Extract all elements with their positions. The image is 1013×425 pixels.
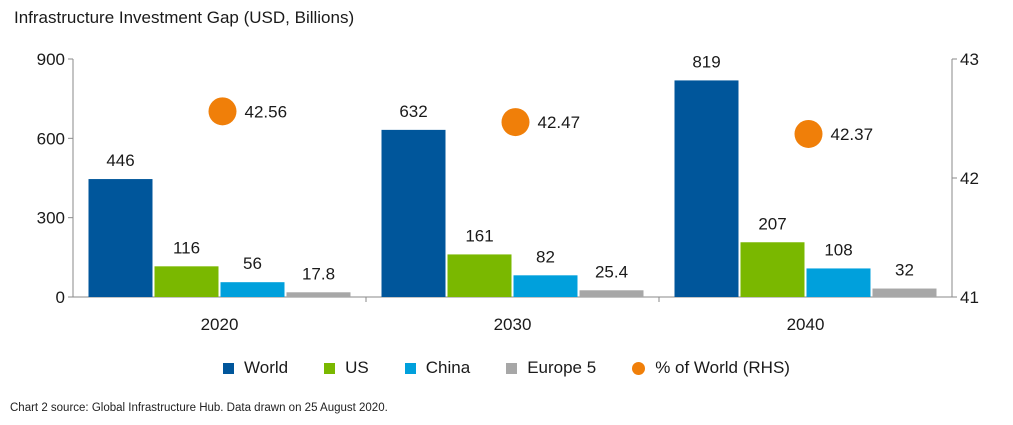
legend-label: World [244,358,289,377]
legend-square-swatch [404,362,416,374]
legend-square-swatch [223,362,235,374]
legend-item: US [324,358,369,378]
data-label: 17.8 [302,264,335,283]
bar [154,266,219,297]
data-label: 56 [243,254,262,273]
x-tick-label: 2040 [787,315,825,334]
data-label: 161 [465,226,493,245]
legend-item: China [404,358,471,378]
data-label: 82 [536,247,555,266]
data-label: 108 [824,240,852,259]
x-tick-label: 2030 [494,315,532,334]
bar [740,242,805,297]
data-label: 446 [106,151,134,170]
y-tick-label: 300 [37,209,65,228]
y-tick-label: 900 [37,50,65,69]
data-label: 632 [399,102,427,121]
bar [513,275,578,297]
data-label: 207 [758,214,786,233]
y2-tick-label: 41 [960,288,979,307]
y2-tick-label: 42 [960,169,979,188]
bar [381,129,446,297]
bar [872,288,937,297]
data-label: 819 [692,52,720,71]
chart-title: Infrastructure Investment Gap (USD, Bill… [14,8,355,27]
bar [220,282,285,297]
pct-label: 42.56 [245,102,288,121]
y-tick-label: 0 [56,288,65,307]
bar [579,290,644,297]
x-tick-label: 2020 [201,315,239,334]
bar [447,254,512,297]
pct-label: 42.47 [538,113,581,132]
y2-tick-label: 43 [960,50,979,69]
bar [806,268,871,297]
pct-marker [208,97,237,126]
data-label: 32 [895,261,914,280]
pct-marker [501,108,530,137]
legend-label: US [345,358,369,377]
legend-item: % of World (RHS) [632,358,790,378]
data-label: 116 [173,238,200,257]
legend-square-swatch [506,362,518,374]
bar [674,80,739,297]
legend-square-swatch [324,362,336,374]
legend-item: World [223,358,288,378]
legend-label: Europe 5 [527,358,597,377]
legend-label: China [425,358,471,377]
source-note: Chart 2 source: Global Infrastructure Hu… [10,402,388,414]
chart-plot: 0 300 600 900 41 42 43 446 116 56 17.8 2020 42.56 632… [37,50,979,334]
bar [286,292,351,297]
data-label: 25.4 [595,262,628,281]
y-tick-label: 600 [37,129,65,148]
legend-label: % of World (RHS) [655,358,790,377]
pct-label: 42.37 [831,125,874,144]
chart-legend: World US China Europe 5 % of World (RHS) [0,358,1013,378]
legend-dot-swatch [632,361,646,375]
bar [88,179,153,297]
pct-marker [794,119,823,148]
legend-item: Europe 5 [506,358,596,378]
